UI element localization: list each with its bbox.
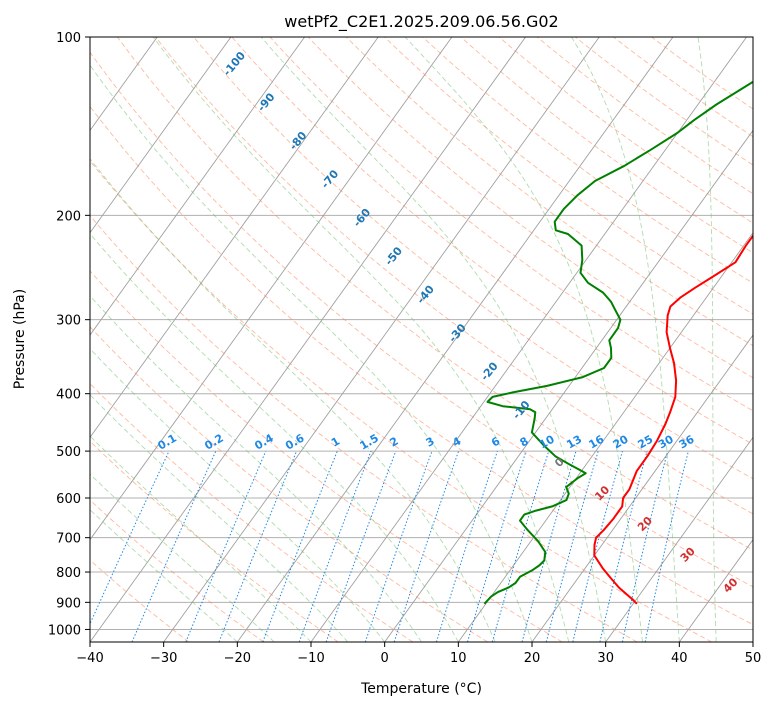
y-tick-label: 400 [56, 388, 81, 403]
moist-adiabat [152, 37, 570, 642]
mixing-ratio-line [521, 450, 577, 642]
x-tick-label: −40 [76, 651, 103, 666]
mixing-ratio-line [325, 450, 397, 642]
dewpoint-profile [483, 80, 753, 605]
isotherm-line [236, 37, 674, 642]
isobar-gridlines [90, 37, 753, 630]
dry-adiabat [193, 37, 753, 480]
isotherm-line [457, 231, 753, 642]
isotherm-line [90, 37, 453, 541]
isotherm-line [384, 129, 753, 642]
x-tick-label: 20 [524, 651, 541, 666]
moist-adiabat [90, 347, 386, 642]
moist-adiabat [90, 394, 349, 642]
moist-adiabat [90, 64, 533, 642]
y-tick-label: 1000 [48, 623, 81, 638]
y-axis-label: Pressure (hPa) [12, 289, 28, 389]
moist-adiabat [90, 233, 459, 642]
dry-adiabat [231, 37, 753, 445]
temperature-profile [593, 234, 753, 605]
y-tick-label: 300 [56, 314, 81, 329]
mixing-ratio-line [599, 450, 648, 642]
plot-frame [89, 36, 754, 643]
dry-adiabat [90, 105, 753, 626]
dry-adiabat [155, 37, 753, 515]
y-tick-label: 700 [56, 532, 81, 547]
moist-adiabat [404, 37, 643, 642]
mixing-ratio-line [218, 450, 298, 642]
dry-adiabat [460, 37, 753, 254]
x-tick-label: 0 [381, 651, 389, 666]
y-tick-label: 200 [56, 209, 81, 224]
dry-adiabat [345, 37, 753, 347]
x-tick-label: 50 [745, 651, 762, 666]
mixing-ratio-line [621, 450, 669, 642]
mixing-ratio-line [185, 450, 267, 642]
mixing-ratio-line [364, 450, 433, 642]
y-tick-label: 600 [56, 492, 81, 507]
y-tick-label: 100 [56, 31, 81, 46]
isotherm-line [90, 37, 232, 234]
isotherm-line [90, 37, 526, 642]
y-tick-label: 800 [56, 566, 81, 581]
dry-adiabat [90, 51, 753, 588]
x-axis-label: Temperature (°C) [360, 681, 482, 697]
mixing-ratio-lines [90, 450, 689, 642]
y-tick-label: 900 [56, 596, 81, 611]
isotherm-line [90, 37, 305, 336]
isotherm-line [605, 436, 753, 642]
isotherm-line [163, 37, 600, 642]
x-tick-label: 40 [671, 651, 688, 666]
x-tick-label: −10 [297, 651, 324, 666]
moist-adiabat [697, 37, 717, 642]
mixing-ratio-line [298, 450, 372, 642]
x-tick-label: 30 [597, 651, 614, 666]
mixing-ratio-line [572, 450, 623, 642]
moist-adiabat [90, 295, 422, 642]
mixing-ratio-line [545, 450, 599, 642]
moist-adiabat [571, 37, 680, 642]
profile-series [483, 80, 753, 605]
isotherm-line [90, 37, 379, 439]
dry-adiabat [90, 270, 563, 642]
y-tick-label: 500 [56, 445, 81, 460]
dry-adiabat [575, 37, 753, 166]
dry-adiabat [384, 37, 753, 315]
dry-adiabat [90, 214, 638, 642]
moist-adiabat [260, 37, 607, 642]
moist-adiabats [90, 37, 717, 642]
mixing-ratio-line [491, 450, 550, 642]
dry-adiabat [307, 37, 753, 379]
dry-adiabat [117, 37, 753, 551]
isotherm-line [531, 334, 753, 642]
dry-adiabat [90, 160, 712, 642]
mixing-ratio-line [262, 450, 338, 642]
x-tick-label: 10 [450, 651, 467, 666]
mixing-ratio-line [644, 450, 689, 642]
x-tick-label: −20 [224, 651, 251, 666]
isotherm-line [678, 538, 753, 642]
dry-adiabat [90, 499, 264, 642]
moist-adiabat [90, 435, 312, 642]
dry-adiabat [90, 326, 488, 642]
x-tick-label: −30 [150, 651, 177, 666]
axes: −40 −30 −20 −10 0 10 20 30 40 50 100 200 300 400 500 60… [48, 31, 761, 666]
chart-title: wetPf2_C2E1.2025.209.06.56.G02 [284, 12, 558, 32]
